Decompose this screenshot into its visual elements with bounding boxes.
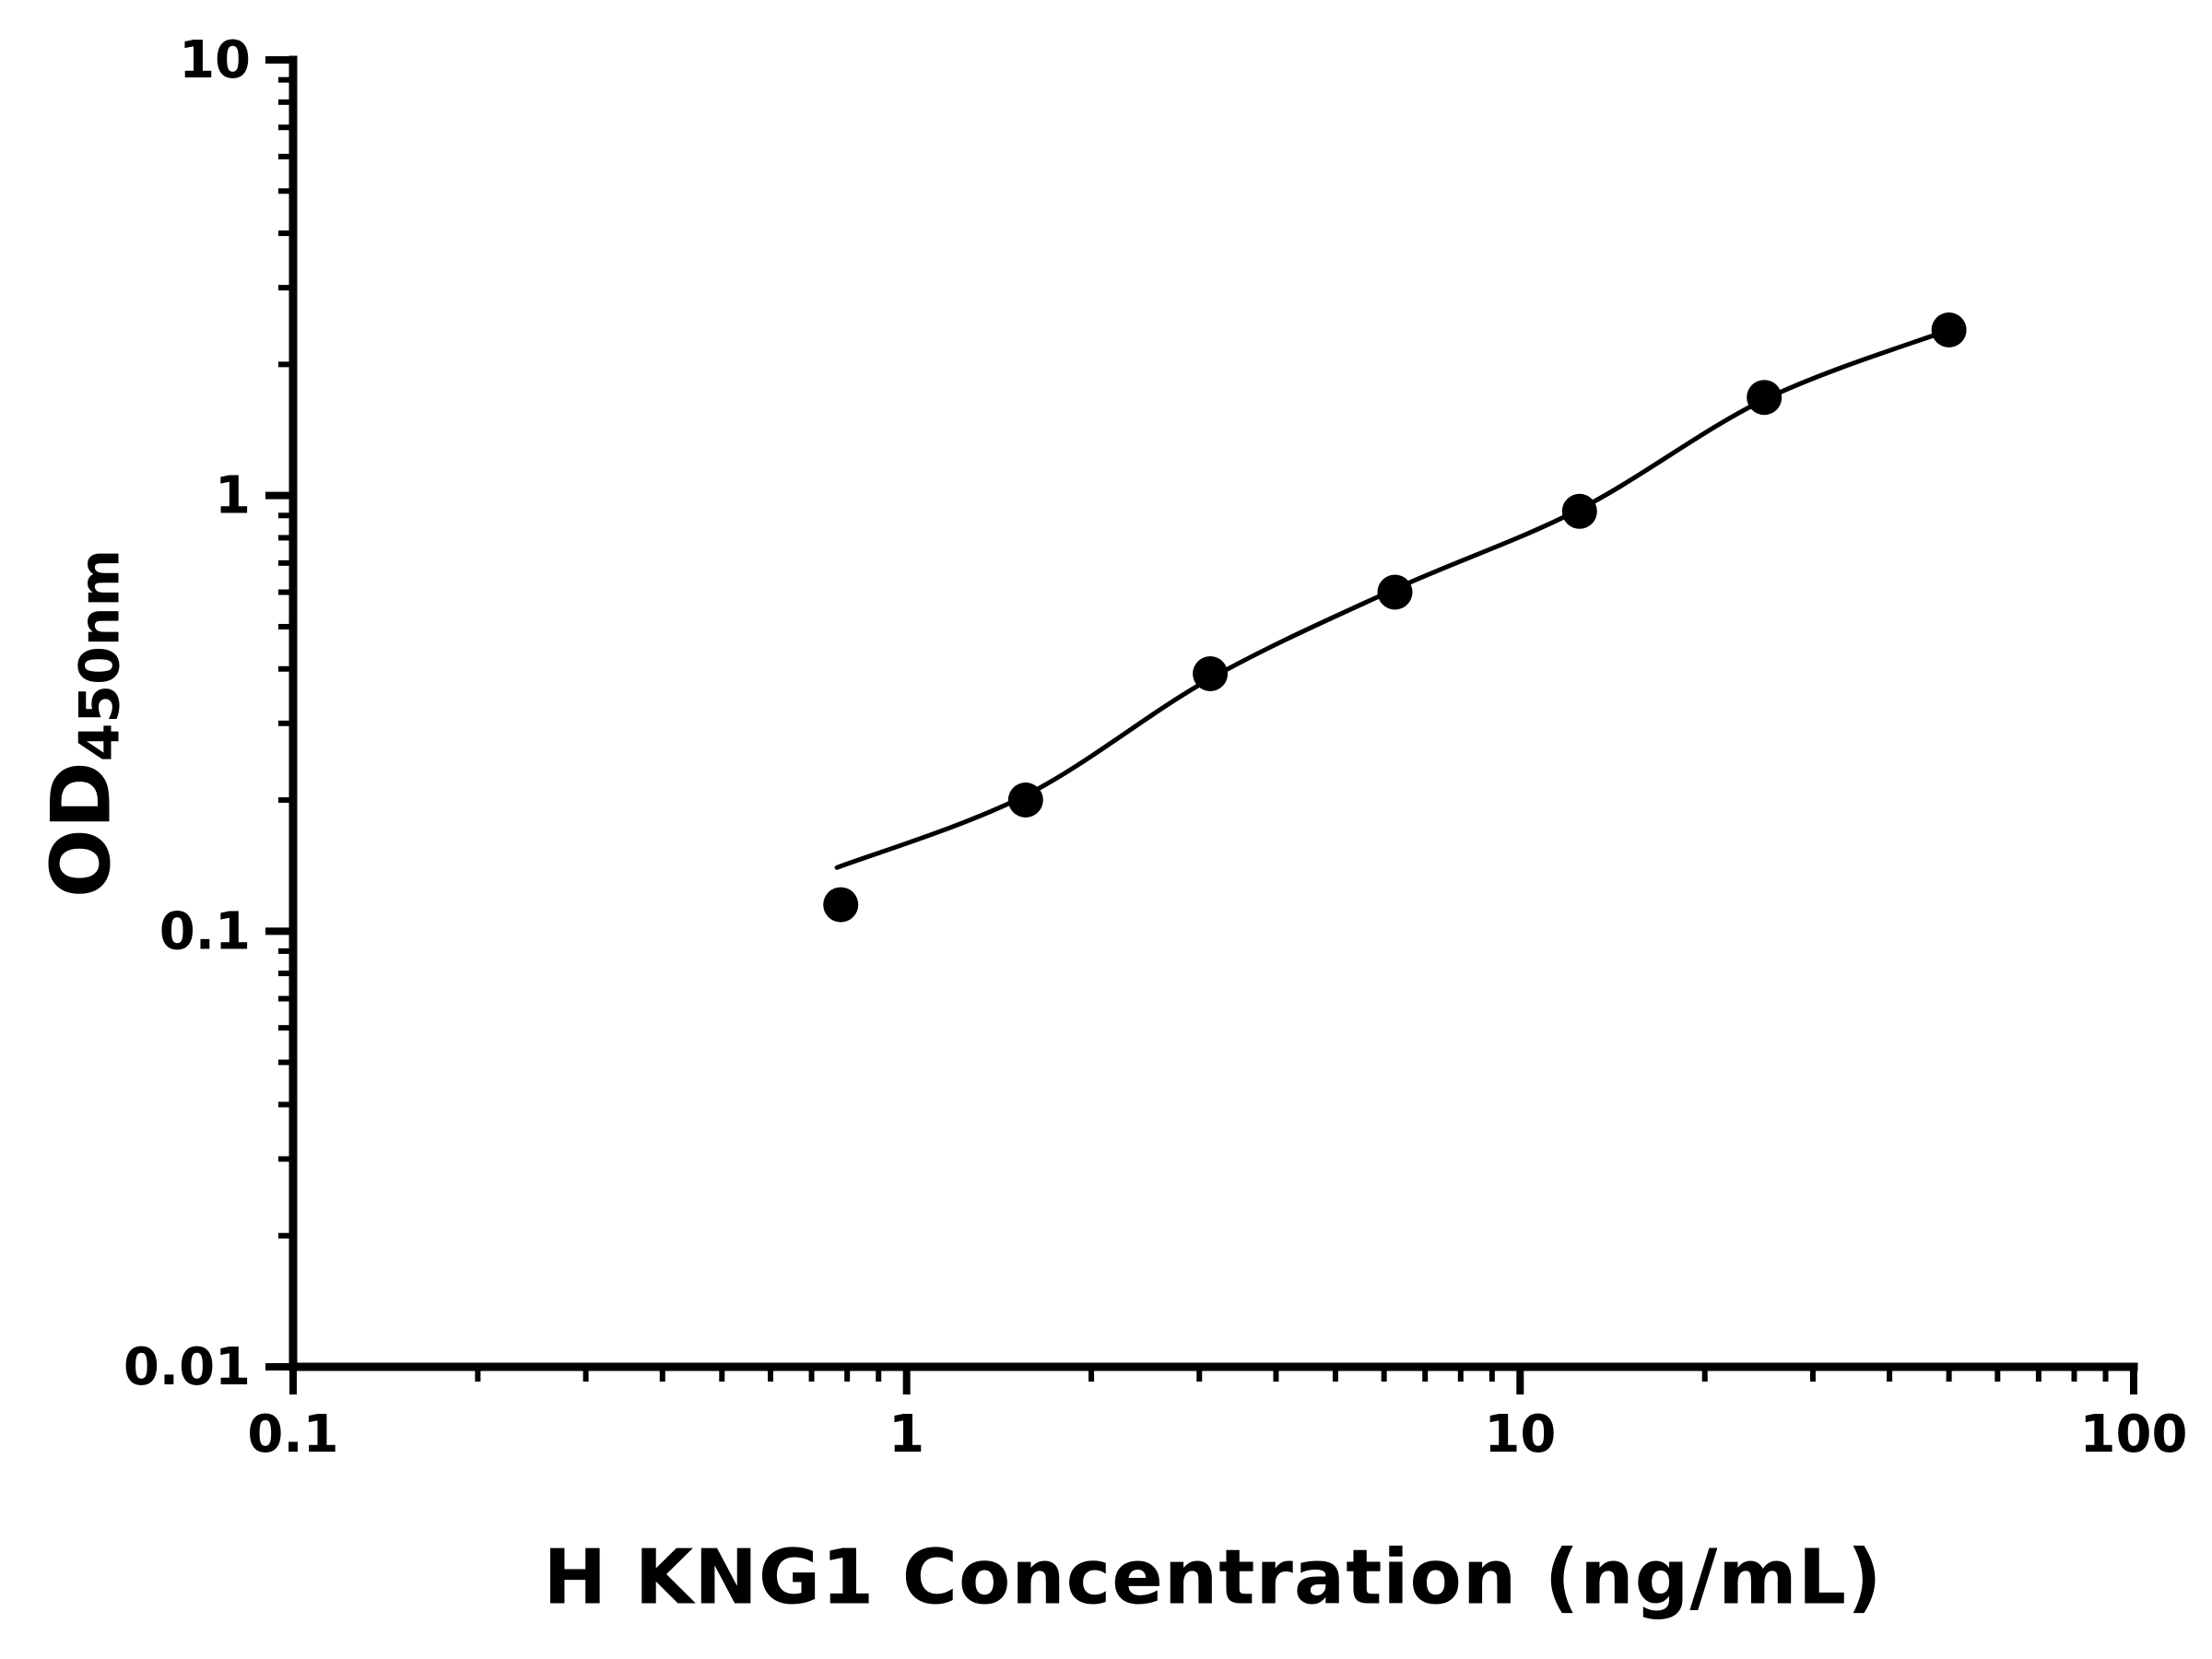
data-point	[1561, 493, 1597, 529]
x-tick-label: 10	[1484, 1405, 1556, 1465]
data-point	[1193, 656, 1229, 691]
x-tick-label: 1	[888, 1405, 924, 1465]
data-point	[1747, 380, 1783, 416]
y-axis-title-subscript: 450nm	[67, 548, 133, 762]
y-axis-title-main: OD	[33, 761, 129, 899]
data-point	[1377, 574, 1413, 610]
x-tick-label: 100	[2080, 1405, 2188, 1465]
y-axis-title: OD450nm	[33, 549, 133, 899]
data-point	[1007, 782, 1043, 818]
data-point	[823, 887, 859, 923]
axes	[288, 55, 2138, 1371]
y-tick-label: 0.1	[159, 901, 251, 961]
x-tick-label: 0.1	[247, 1405, 338, 1465]
y-tick-label: 10	[179, 30, 251, 90]
y-tick-label: 0.01	[124, 1337, 251, 1397]
x-axis-title: H KNG1 Concentration (ng/mL)	[543, 1534, 1883, 1622]
data-point	[1931, 312, 1967, 347]
y-tick-label: 1	[215, 466, 251, 526]
